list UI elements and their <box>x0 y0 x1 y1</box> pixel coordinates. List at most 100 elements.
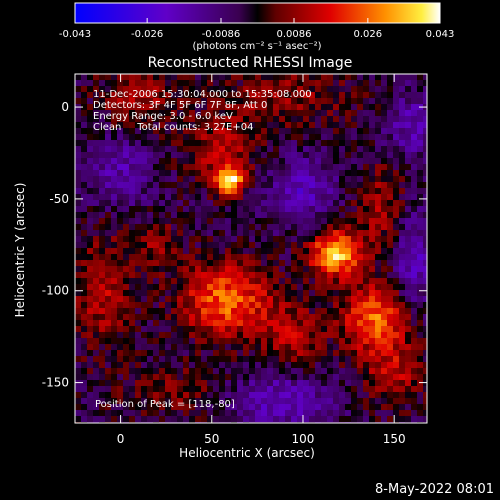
heatmap-cell <box>171 404 178 411</box>
heatmap-cell <box>81 104 88 111</box>
heatmap-cell <box>405 98 412 105</box>
heatmap-cell <box>75 224 82 231</box>
heatmap-cell <box>357 224 364 231</box>
heatmap-cell <box>249 176 256 183</box>
heatmap-cell <box>363 392 370 399</box>
heatmap-cell <box>303 80 310 87</box>
heatmap-cell <box>225 314 232 321</box>
heatmap-cell <box>273 152 280 159</box>
heatmap-cell <box>75 158 82 165</box>
heatmap-cell <box>171 92 178 99</box>
heatmap-cell <box>177 248 184 255</box>
heatmap-cell <box>237 194 244 201</box>
heatmap-cell <box>147 302 154 309</box>
heatmap-cell <box>411 392 418 399</box>
heatmap-cell <box>249 338 256 345</box>
heatmap-cell <box>399 416 406 423</box>
heatmap-cell <box>135 272 142 279</box>
heatmap-cell <box>243 272 250 279</box>
heatmap-cell <box>357 392 364 399</box>
heatmap-cell <box>261 296 268 303</box>
heatmap-cell <box>411 188 418 195</box>
heatmap-cell <box>243 170 250 177</box>
heatmap-cell <box>339 248 346 255</box>
heatmap-cell <box>171 206 178 213</box>
heatmap-cell <box>195 128 202 135</box>
heatmap-cell <box>357 398 364 405</box>
heatmap-cell <box>333 170 340 177</box>
heatmap-cell <box>357 140 364 147</box>
heatmap-cell <box>99 104 106 111</box>
heatmap-cell <box>321 176 328 183</box>
heatmap-cell <box>345 158 352 165</box>
heatmap-cell <box>171 182 178 189</box>
heatmap-cell <box>207 176 214 183</box>
heatmap-cell <box>123 404 130 411</box>
heatmap-cell <box>75 218 82 225</box>
heatmap-cell <box>165 176 172 183</box>
heatmap-cell <box>75 338 82 345</box>
heatmap-cell <box>303 128 310 135</box>
heatmap-cell <box>93 230 100 237</box>
heatmap-cell <box>105 362 112 369</box>
heatmap-cell <box>393 326 400 333</box>
heatmap-cell <box>117 284 124 291</box>
heatmap-cell <box>345 110 352 117</box>
heatmap-cell <box>375 86 382 93</box>
heatmap-cell <box>111 362 118 369</box>
heatmap-cell <box>273 350 280 357</box>
heatmap-cell <box>363 128 370 135</box>
heatmap-cell <box>279 236 286 243</box>
heatmap-cell <box>345 254 352 261</box>
heatmap-cell <box>237 362 244 369</box>
heatmap-cell <box>357 320 364 327</box>
heatmap-cell <box>261 74 268 81</box>
heatmap-cell <box>393 338 400 345</box>
heatmap-cell <box>99 410 106 417</box>
heatmap-cell <box>231 356 238 363</box>
heatmap-cell <box>333 416 340 423</box>
heatmap-cell <box>207 224 214 231</box>
heatmap-cell <box>165 296 172 303</box>
heatmap-cell <box>309 350 316 357</box>
heatmap-cell <box>255 278 262 285</box>
heatmap-cell <box>135 242 142 249</box>
heatmap-cell <box>189 146 196 153</box>
heatmap-cell <box>123 380 130 387</box>
heatmap-cell <box>93 128 100 135</box>
heatmap-cell <box>99 374 106 381</box>
heatmap-cell <box>141 386 148 393</box>
heatmap-cell <box>171 374 178 381</box>
heatmap-cell <box>345 212 352 219</box>
heatmap-cell <box>279 176 286 183</box>
heatmap-cell <box>405 320 412 327</box>
heatmap-cell <box>369 338 376 345</box>
heatmap-cell <box>321 134 328 141</box>
heatmap-cell <box>285 410 292 417</box>
heatmap-cell <box>225 392 232 399</box>
heatmap-cell <box>159 272 166 279</box>
heatmap-cell <box>357 152 364 159</box>
heatmap-cell <box>87 212 94 219</box>
heatmap-cell <box>279 386 286 393</box>
heatmap-cell <box>159 410 166 417</box>
heatmap-cell <box>219 290 226 297</box>
heatmap-cell <box>141 152 148 159</box>
heatmap-cell <box>339 116 346 123</box>
heatmap-cell <box>243 404 250 411</box>
heatmap-cell <box>381 314 388 321</box>
heatmap-cell <box>189 350 196 357</box>
heatmap-cell <box>411 254 418 261</box>
heatmap-cell <box>327 92 334 99</box>
heatmap-cell <box>105 326 112 333</box>
heatmap-cell <box>213 230 220 237</box>
heatmap-cell <box>231 110 238 117</box>
heatmap-cell <box>315 104 322 111</box>
heatmap-cell <box>321 254 328 261</box>
heatmap-cell <box>231 182 238 189</box>
heatmap-cell <box>93 326 100 333</box>
heatmap-cell <box>297 326 304 333</box>
heatmap-cell <box>285 248 292 255</box>
heatmap-cell <box>207 200 214 207</box>
heatmap-cell <box>177 224 184 231</box>
